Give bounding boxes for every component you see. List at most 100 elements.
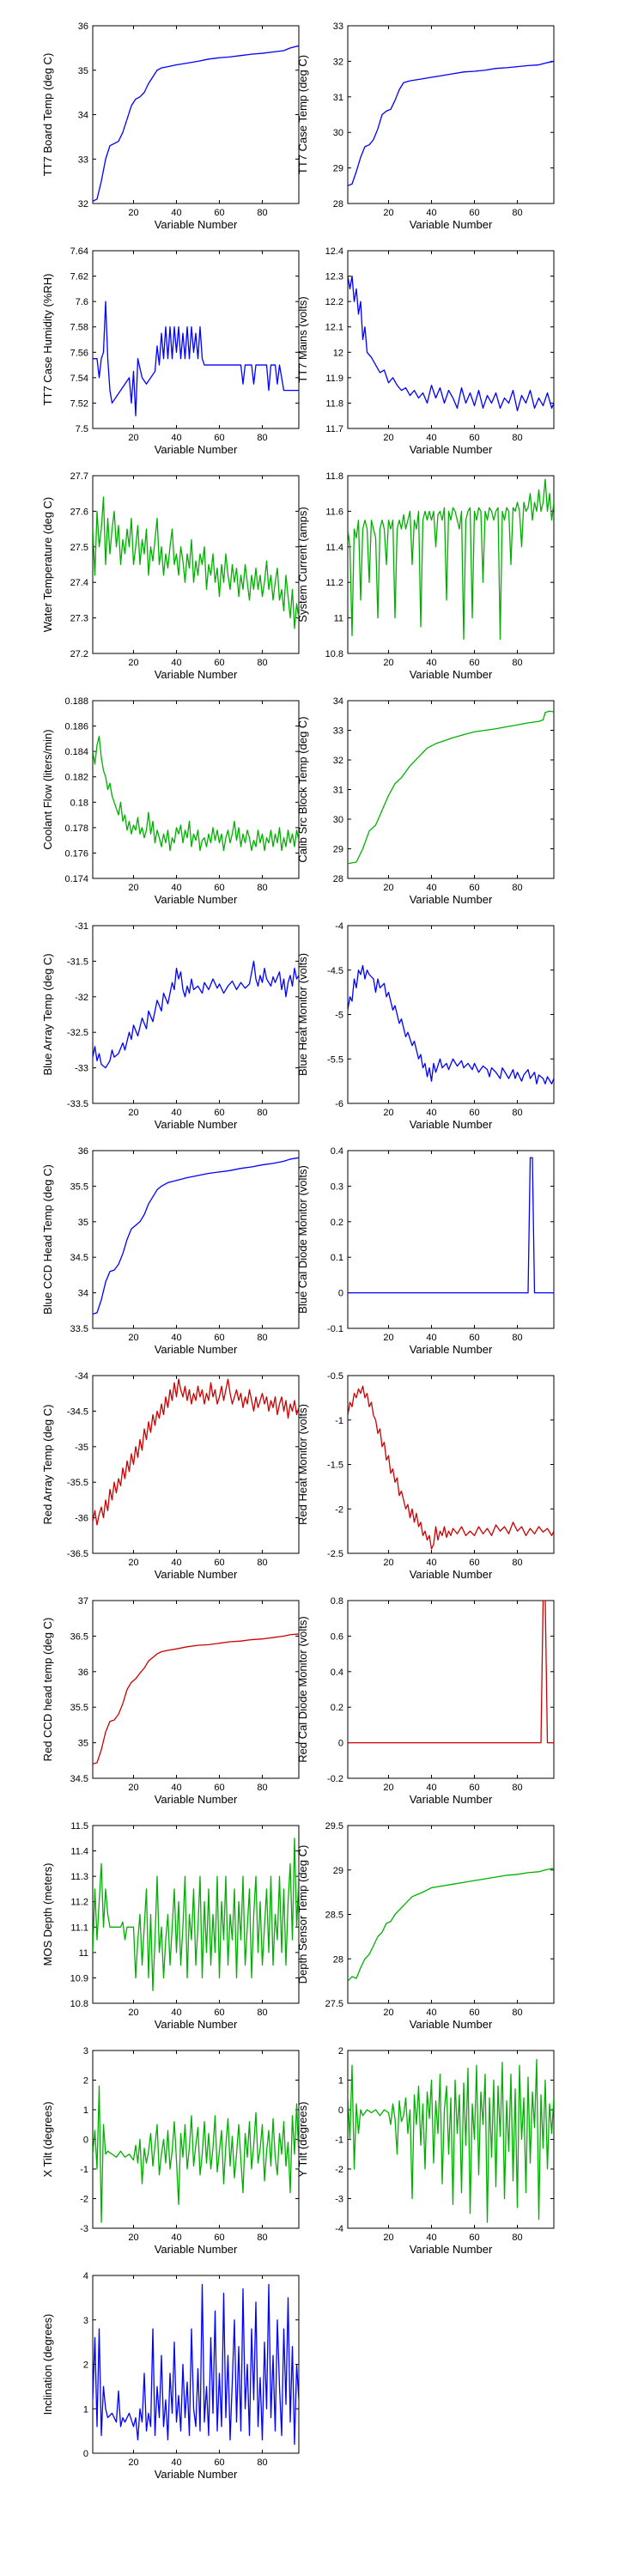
chart-8-xtick-label: 80 bbox=[512, 883, 522, 893]
chart-8-xtick-label: 60 bbox=[469, 883, 479, 893]
chart-1-xtick-label: 60 bbox=[214, 208, 224, 218]
chart-5-xtick-label: 40 bbox=[171, 658, 181, 668]
chart-16-ytick-label: 0.6 bbox=[331, 1631, 343, 1642]
chart-15-ytick-label: 37 bbox=[78, 1596, 88, 1607]
chart-14: 20 40 60 80 -2.5 -2 -1.5 -1 -0.5 Variable Number R… bbox=[296, 1371, 555, 1581]
chart-10-xtick-label: 40 bbox=[426, 1108, 436, 1118]
chart-14-ylabel: Red Heat Monitor (volts) bbox=[296, 1404, 309, 1525]
chart-5-xtick-label: 80 bbox=[257, 658, 267, 668]
chart-5-ylabel: Water Temperature (deg C) bbox=[41, 497, 54, 633]
chart-2: 20 40 60 80 28 29 30 31 32 33 Variable Number TT7 C… bbox=[296, 21, 555, 231]
chart-7-ytick-label: 0.174 bbox=[64, 874, 88, 884]
chart-4-ytick-label: 11.7 bbox=[325, 424, 343, 434]
chart-17-ytick-label: 10.8 bbox=[70, 1999, 88, 2009]
chart-8-xtick-label: 20 bbox=[383, 883, 393, 893]
chart-18-ytick-label: 28.5 bbox=[325, 1911, 343, 1921]
chart-10-ytick-label: -6 bbox=[335, 1099, 343, 1109]
chart-12-ytick-label: 0.4 bbox=[331, 1146, 343, 1157]
chart-20-xtick-label: 40 bbox=[426, 2233, 436, 2243]
chart-1-ytick-label: 34 bbox=[78, 111, 88, 121]
chart-19-ytick-label: 0 bbox=[83, 2136, 88, 2146]
chart-3-series-line bbox=[93, 301, 299, 416]
chart-13-xlabel: Variable Number bbox=[155, 1568, 238, 1581]
chart-19-ytick-label: 1 bbox=[83, 2105, 88, 2116]
chart-6-xtick-label: 80 bbox=[512, 658, 522, 668]
chart-7-series-line bbox=[93, 735, 299, 852]
chart-2-xtick-label: 40 bbox=[426, 208, 436, 218]
chart-4: 20 40 60 80 11.7 11.8 11.9 12 12.1 12.2 12.3 12.4 Va… bbox=[296, 246, 555, 456]
chart-12: 20 40 60 80 -0.1 0 0.1 0.2 0.3 0.4 Variable Number… bbox=[296, 1146, 555, 1356]
chart-12-ylabel: Blue Cal Diode Monitor (volts) bbox=[296, 1165, 309, 1314]
chart-15-ylabel: Red CCD head temp (deg C) bbox=[41, 1618, 54, 1762]
chart-8-ytick-label: 30 bbox=[333, 815, 343, 825]
chart-7-ytick-label: 0.186 bbox=[64, 722, 88, 732]
chart-1-xlabel: Variable Number bbox=[155, 218, 238, 231]
chart-13-series-line bbox=[93, 1378, 299, 1526]
chart-14-ytick-label: -0.5 bbox=[327, 1371, 343, 1382]
chart-3-ytick-label: 7.5 bbox=[76, 424, 88, 434]
chart-4-xlabel: Variable Number bbox=[410, 443, 493, 456]
chart-2-ylabel: TT7 Case Temp (deg C) bbox=[296, 55, 309, 174]
chart-2-plot-area bbox=[347, 25, 555, 204]
chart-8-ytick-label: 33 bbox=[333, 726, 343, 737]
chart-6-xtick-label: 60 bbox=[469, 658, 479, 668]
chart-1-xtick-label: 20 bbox=[128, 208, 138, 218]
chart-18-ytick-label: 29 bbox=[333, 1866, 343, 1876]
chart-6-ylabel: System Current (amps) bbox=[296, 507, 309, 622]
chart-20-xtick-label: 60 bbox=[469, 2233, 479, 2243]
chart-12-xtick-label: 20 bbox=[383, 1333, 393, 1343]
chart-2-ytick-label: 32 bbox=[333, 57, 343, 67]
chart-21-xtick-label: 80 bbox=[257, 2458, 267, 2468]
chart-15-xtick-label: 20 bbox=[128, 1783, 138, 1793]
chart-20-ytick-label: 1 bbox=[338, 2076, 343, 2087]
chart-11-xtick-label: 40 bbox=[171, 1333, 181, 1343]
chart-20-xtick-label: 80 bbox=[512, 2233, 522, 2243]
chart-8-xtick-label: 40 bbox=[426, 883, 436, 893]
chart-4-ytick-label: 12.4 bbox=[325, 246, 343, 257]
chart-15-xtick-label: 80 bbox=[257, 1783, 267, 1793]
chart-20: 20 40 60 80 -4 -3 -2 -1 0 1 2 Variable Number Y Tilt… bbox=[296, 2046, 555, 2256]
chart-5-ytick-label: 27.4 bbox=[70, 578, 88, 588]
chart-12-series-line bbox=[348, 1157, 554, 1294]
chart-9-ytick-label: -31.5 bbox=[67, 957, 88, 967]
chart-13-ytick-label: -34.5 bbox=[67, 1406, 88, 1417]
chart-5-xlabel: Variable Number bbox=[155, 668, 238, 681]
chart-15-xtick-label: 60 bbox=[214, 1783, 224, 1793]
chart-10-plot-area bbox=[347, 925, 555, 1104]
chart-9-ytick-label: -33.5 bbox=[67, 1099, 88, 1109]
chart-1-xtick-label: 80 bbox=[257, 208, 267, 218]
chart-6-ytick-label: 11 bbox=[334, 614, 343, 624]
chart-10: 20 40 60 80 -6 -5.5 -5 -4.5 -4 Variable Number Blu… bbox=[296, 921, 555, 1131]
chart-8-ytick-label: 31 bbox=[333, 786, 343, 796]
chart-5: 20 40 60 80 27.2 27.3 27.4 27.5 27.6 27.7 Variable… bbox=[41, 471, 300, 681]
chart-17-plot-area bbox=[92, 1825, 300, 2004]
chart-4-ylabel: TT7 Mains (volts) bbox=[296, 296, 309, 382]
chart-17-ytick-label: 11.1 bbox=[70, 1923, 88, 1933]
chart-13-xtick-label: 60 bbox=[214, 1558, 224, 1568]
chart-11: 20 40 60 80 33.5 34 34.5 35 35.5 36 Variable Numbe… bbox=[41, 1146, 300, 1356]
chart-11-ytick-label: 33.5 bbox=[70, 1324, 88, 1334]
chart-2-ytick-label: 33 bbox=[333, 21, 343, 32]
chart-10-ytick-label: -4 bbox=[335, 921, 343, 932]
chart-13-ytick-label: -36.5 bbox=[67, 1549, 88, 1559]
chart-10-xtick-label: 60 bbox=[469, 1108, 479, 1118]
chart-3-ylabel: TT7 Case Humidity (%RH) bbox=[41, 274, 54, 406]
chart-7-xlabel: Variable Number bbox=[155, 893, 238, 906]
chart-16-ytick-label: 0.2 bbox=[331, 1703, 343, 1713]
chart-11-ylabel: Blue CCD Head Temp (deg C) bbox=[41, 1164, 54, 1315]
chart-6: 20 40 60 80 10.8 11 11.2 11.4 11.6 11.8 Variable N… bbox=[296, 471, 555, 681]
chart-12-plot-area bbox=[347, 1150, 555, 1329]
chart-10-ytick-label: -5 bbox=[335, 1011, 343, 1021]
chart-14-xtick-label: 60 bbox=[469, 1558, 479, 1568]
chart-7-ylabel: Coolant Flow (liters/min) bbox=[41, 729, 54, 849]
chart-7-ytick-label: 0.182 bbox=[64, 773, 88, 783]
chart-3-xtick-label: 20 bbox=[128, 433, 138, 443]
chart-5-xtick-label: 60 bbox=[214, 658, 224, 668]
chart-2-ytick-label: 31 bbox=[333, 93, 343, 103]
chart-6-plot-area bbox=[347, 475, 555, 654]
chart-13-ylabel: Red Array Temp (deg C) bbox=[41, 1405, 54, 1525]
chart-15-xtick-label: 40 bbox=[171, 1783, 181, 1793]
chart-20-series-line bbox=[348, 2058, 554, 2223]
chart-8-plot-area bbox=[347, 700, 555, 879]
chart-21-xlabel: Variable Number bbox=[155, 2468, 238, 2481]
